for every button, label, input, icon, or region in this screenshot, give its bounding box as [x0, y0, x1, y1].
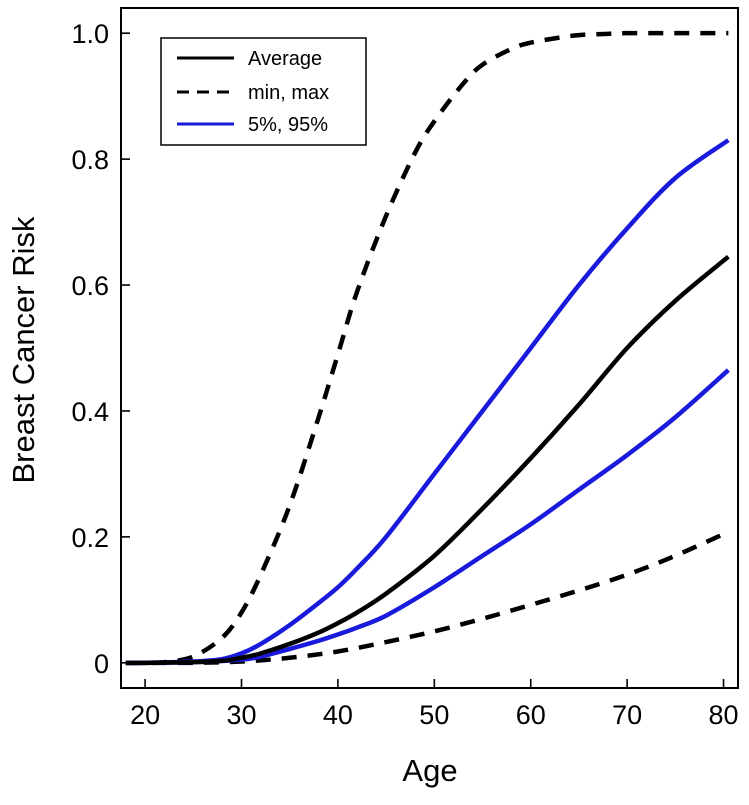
- series-line-min-max: [125, 529, 730, 666]
- x-axis-title: Age: [402, 753, 457, 788]
- legend-label-average: Average: [248, 48, 322, 70]
- x-tick-label: 70: [612, 700, 642, 730]
- plot-frame: [120, 7, 739, 689]
- y-tick-label: 0.8: [71, 145, 109, 175]
- x-tick-label: 40: [323, 700, 353, 730]
- series-line-5-95: [125, 138, 730, 666]
- x-tick-label: 20: [130, 700, 160, 730]
- y-tick-label: 0.6: [71, 271, 109, 301]
- x-tick-label: 60: [516, 700, 546, 730]
- legend-box: [160, 37, 367, 146]
- y-axis-title: Breast Cancer Risk: [6, 216, 41, 484]
- plot-area: 20 30 40 50 60 70 80 0 0.2 0.4 0.6 0.8 1.0: [71, 7, 739, 730]
- series-line-5-95: [125, 368, 730, 666]
- legend: Average min, max 5%, 95%: [160, 37, 367, 146]
- series-line-average: [125, 254, 730, 666]
- y-tick-label: 0: [94, 649, 109, 679]
- y-tick-label: 0.2: [71, 523, 109, 553]
- legend-label-min-max: min, max: [248, 82, 329, 104]
- series-line-min-max: [125, 30, 729, 666]
- y-tick-label: 0.4: [71, 397, 109, 427]
- legend-label-5-95: 5%, 95%: [248, 114, 328, 136]
- x-tick-label: 80: [709, 700, 739, 730]
- x-tick-label: 30: [226, 700, 256, 730]
- x-tick-label: 50: [419, 700, 449, 730]
- y-tick-label: 1.0: [71, 19, 109, 49]
